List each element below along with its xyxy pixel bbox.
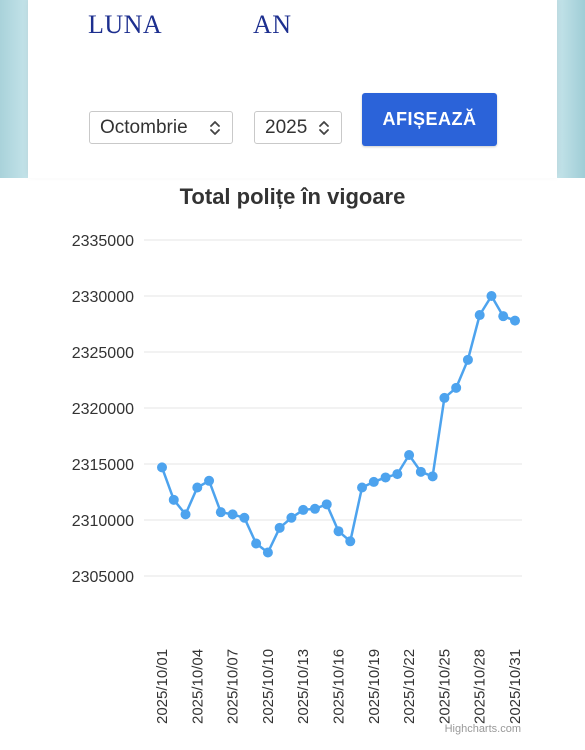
chart-title: Total polițe în vigoare xyxy=(179,184,406,209)
data-point[interactable] xyxy=(345,536,356,547)
data-point[interactable] xyxy=(439,392,450,403)
y-tick-label: 2330000 xyxy=(72,289,134,306)
highcharts-credits[interactable]: Highcharts.com xyxy=(444,723,521,735)
y-tick-label: 2335000 xyxy=(72,233,134,250)
data-point[interactable] xyxy=(392,469,403,480)
data-point[interactable] xyxy=(486,291,497,301)
data-point[interactable] xyxy=(380,472,391,483)
x-tick-label: 2025/10/25 xyxy=(436,649,453,724)
data-point[interactable] xyxy=(404,450,415,461)
x-tick-label: 2025/10/19 xyxy=(366,649,383,724)
data-point[interactable] xyxy=(262,547,273,558)
x-tick-label: 2025/10/13 xyxy=(295,649,312,724)
data-point[interactable] xyxy=(157,462,167,473)
data-point[interactable] xyxy=(227,509,238,520)
data-point[interactable] xyxy=(415,466,426,477)
y-tick-label: 2305000 xyxy=(72,569,134,586)
data-point[interactable] xyxy=(474,310,485,321)
chevron-up-down-icon xyxy=(319,121,329,135)
x-tick-label: 2025/10/22 xyxy=(401,649,418,724)
data-point[interactable] xyxy=(309,503,320,514)
year-label: AN xyxy=(253,10,292,39)
data-point[interactable] xyxy=(286,512,297,523)
data-point[interactable] xyxy=(510,315,520,326)
data-point[interactable] xyxy=(427,471,438,482)
data-point[interactable] xyxy=(298,504,309,515)
data-point[interactable] xyxy=(168,494,179,505)
month-select-value: Octombrie xyxy=(100,116,188,138)
data-point[interactable] xyxy=(274,522,285,533)
data-point[interactable] xyxy=(239,512,250,523)
y-tick-label: 2320000 xyxy=(72,401,134,418)
data-point[interactable] xyxy=(180,509,191,520)
x-tick-label: 2025/10/01 xyxy=(154,649,171,724)
x-tick-label: 2025/10/28 xyxy=(472,649,489,724)
month-label: LUNA xyxy=(88,10,163,39)
y-tick-label: 2310000 xyxy=(72,513,134,530)
data-point[interactable] xyxy=(333,526,344,537)
x-tick-label: 2025/10/16 xyxy=(331,649,348,724)
data-point[interactable] xyxy=(321,499,332,510)
data-point[interactable] xyxy=(192,482,203,493)
data-point[interactable] xyxy=(251,538,262,549)
data-point[interactable] xyxy=(498,311,509,322)
data-point[interactable] xyxy=(462,354,473,365)
month-select[interactable]: Octombrie xyxy=(89,111,233,144)
data-point[interactable] xyxy=(357,482,368,493)
year-select-value: 2025 xyxy=(265,116,308,138)
series-line xyxy=(160,294,516,554)
x-tick-label: 2025/10/10 xyxy=(260,649,277,724)
y-tick-label: 2315000 xyxy=(72,457,134,474)
x-tick-label: 2025/10/07 xyxy=(225,649,242,724)
data-point[interactable] xyxy=(204,475,215,486)
year-select[interactable]: 2025 xyxy=(254,111,342,144)
x-tick-label: 2025/10/04 xyxy=(189,649,206,724)
background-right-edge xyxy=(557,0,585,178)
data-point[interactable] xyxy=(215,507,226,518)
filter-card xyxy=(28,0,557,178)
data-point[interactable] xyxy=(451,382,462,393)
background-left-edge xyxy=(0,0,28,178)
data-point[interactable] xyxy=(368,476,379,487)
x-tick-label: 2025/10/31 xyxy=(507,649,524,724)
y-tick-label: 2325000 xyxy=(72,345,134,362)
show-button[interactable]: AFIȘEAZĂ xyxy=(362,93,497,146)
chevron-up-down-icon xyxy=(210,121,220,135)
